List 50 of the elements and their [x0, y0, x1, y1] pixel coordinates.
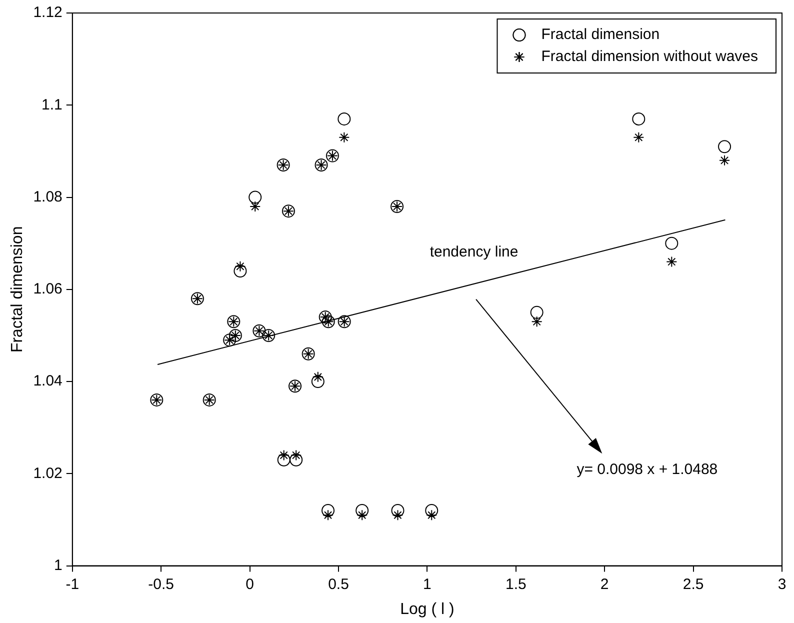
point	[311, 375, 324, 388]
point	[312, 371, 324, 382]
point	[719, 154, 730, 166]
point	[426, 510, 438, 521]
legend-label: Fractal dimension without waves	[541, 48, 758, 66]
x-tick-label: 2	[600, 576, 609, 593]
point	[234, 260, 246, 272]
point	[250, 200, 261, 212]
x-tick-label: -1	[66, 576, 80, 593]
point	[322, 504, 335, 518]
legend-label: Fractal dimension	[541, 26, 660, 44]
point	[290, 453, 303, 466]
point	[290, 450, 302, 461]
point	[718, 140, 732, 154]
y-tick-label: 1.12	[33, 4, 62, 22]
point	[425, 504, 438, 518]
y-tick-label: 1.04	[33, 372, 62, 390]
y-tick-label: 1.02	[33, 464, 62, 482]
point	[665, 236, 678, 250]
point	[234, 264, 247, 278]
x-tick-label: 3	[778, 576, 786, 593]
point	[277, 453, 290, 466]
x-axis-title: Log ( l )	[400, 600, 454, 618]
point	[338, 132, 350, 143]
point	[633, 132, 644, 143]
point	[322, 510, 334, 521]
point	[338, 112, 351, 126]
point	[356, 504, 369, 518]
point	[391, 504, 404, 518]
y-tick-label: 1	[54, 556, 62, 574]
y-tick-label: 1.06	[33, 280, 62, 298]
point	[666, 256, 678, 268]
y-tick-label: 1.08	[33, 188, 62, 206]
annotation: y= 0.0098 x + 1.0488	[576, 460, 718, 478]
y-tick-label: 1.1	[42, 96, 62, 114]
annotation: tendency line	[430, 244, 518, 261]
point	[278, 450, 290, 461]
point	[530, 306, 544, 319]
point	[392, 510, 404, 521]
point	[632, 112, 646, 126]
x-tick-label: -0.5	[148, 576, 174, 593]
x-tick-label: 0.5	[328, 576, 349, 593]
x-tick-label: 0	[246, 576, 254, 593]
point	[356, 510, 368, 521]
y-axis-title: Fractal dimension	[9, 226, 26, 353]
x-tick-label: 1.5	[505, 576, 526, 593]
point	[531, 316, 542, 328]
x-tick-label: 2.5	[682, 576, 704, 593]
point	[248, 190, 262, 204]
x-tick-label: 1	[423, 576, 432, 593]
